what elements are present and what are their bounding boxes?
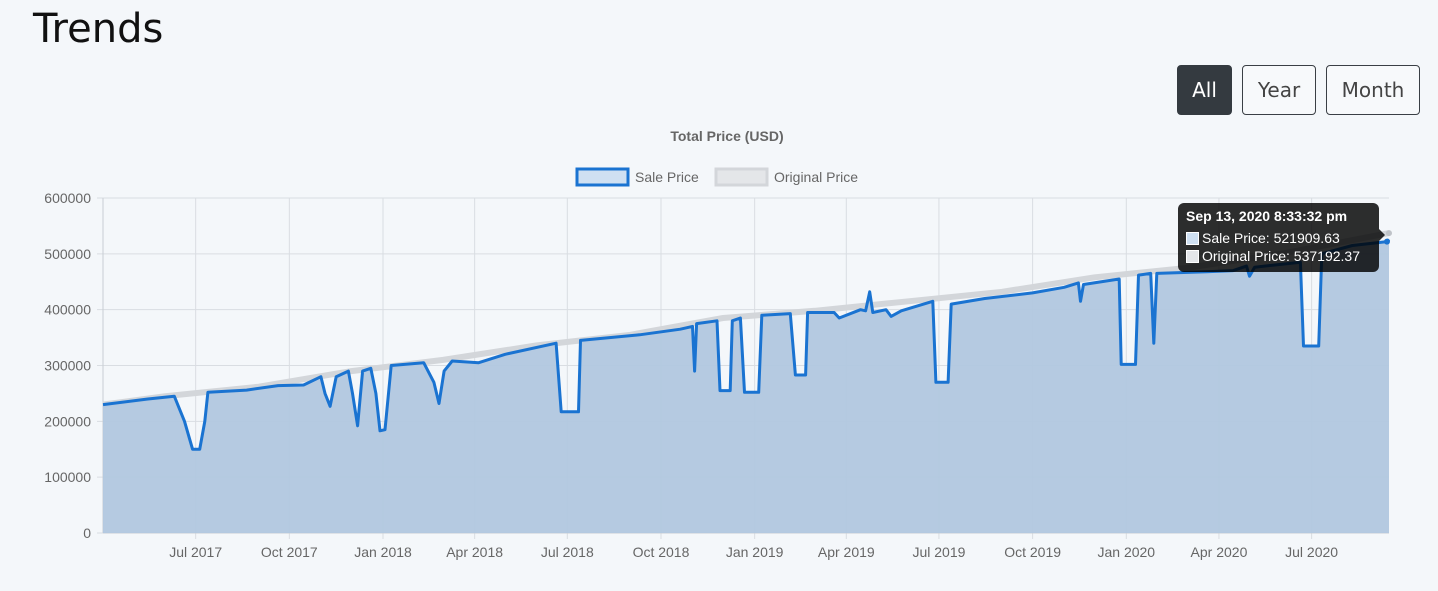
chart-legend: Sale Price Original Price — [575, 167, 858, 187]
page-title: Trends — [33, 6, 164, 52]
series-layer — [102, 230, 1391, 534]
y-tick-label: 500000 — [44, 246, 91, 262]
y-tick-label: 600000 — [44, 190, 91, 206]
tooltip-caret — [1379, 229, 1385, 241]
x-tick-label: Jan 2019 — [726, 544, 784, 560]
chart-tooltip: Sep 13, 2020 8:33:32 pm Sale Price: 5219… — [1178, 203, 1379, 272]
hover-point-sale-price[interactable] — [1383, 238, 1390, 245]
tooltip-sale-value: Sale Price: 521909.63 — [1202, 230, 1340, 246]
legend-swatch-sale-price — [575, 167, 630, 187]
legend-item-sale-price[interactable]: Sale Price — [575, 167, 699, 187]
tooltip-swatch-original — [1186, 249, 1199, 263]
x-tick-label: Apr 2020 — [1191, 544, 1248, 560]
tooltip-row-original: Original Price: 537192.37 — [1186, 247, 1371, 265]
range-month-button[interactable]: Month — [1326, 65, 1420, 115]
x-tick-label: Jan 2018 — [354, 544, 412, 560]
legend-item-original-price[interactable]: Original Price — [714, 167, 858, 187]
y-tick-label: 200000 — [44, 413, 91, 429]
x-tick-label: Apr 2019 — [818, 544, 875, 560]
x-tick-label: Oct 2017 — [261, 544, 318, 560]
x-tick-label: Jul 2019 — [912, 544, 965, 560]
legend-swatch-original-price — [714, 167, 769, 187]
series-line-original-price — [102, 230, 1390, 408]
range-year-button[interactable]: Year — [1242, 65, 1316, 115]
x-tick-label: Jan 2020 — [1097, 544, 1155, 560]
y-tick-label: 0 — [83, 525, 91, 541]
series-area-sale-price — [103, 239, 1389, 534]
hover-point-layer — [1383, 230, 1392, 245]
range-all-button[interactable]: All — [1177, 65, 1232, 115]
y-tick-label: 100000 — [44, 469, 91, 485]
tooltip-original-value: Original Price: 537192.37 — [1202, 248, 1360, 264]
tooltip-title: Sep 13, 2020 8:33:32 pm — [1186, 208, 1348, 224]
tooltip-row-sale: Sale Price: 521909.63 — [1186, 229, 1371, 247]
y-tick-label: 400000 — [44, 302, 91, 318]
tooltip-swatch-sale — [1186, 231, 1199, 245]
y-tick-label: 300000 — [44, 358, 91, 374]
x-tick-label: Jul 2018 — [541, 544, 594, 560]
chart-title: Total Price (USD) — [670, 128, 783, 144]
series-line-sale-price — [102, 238, 1391, 451]
legend-label-original-price: Original Price — [774, 169, 858, 185]
x-tick-label: Jul 2020 — [1285, 544, 1338, 560]
hover-point-original-price[interactable] — [1386, 230, 1392, 237]
x-axis: Jul 2017 Oct 2017 Jan 2018 Apr 2018 Jul 2018… — [103, 532, 1389, 560]
x-tick-label: Jul 2017 — [169, 544, 222, 560]
x-tick-label: Apr 2018 — [446, 544, 503, 560]
y-axis: 0 100000 200000 300000 400000 500000 600000 — [44, 190, 104, 541]
x-tick-label: Oct 2019 — [1004, 544, 1061, 560]
x-tick-label: Oct 2018 — [633, 544, 690, 560]
legend-label-sale-price: Sale Price — [635, 169, 699, 185]
